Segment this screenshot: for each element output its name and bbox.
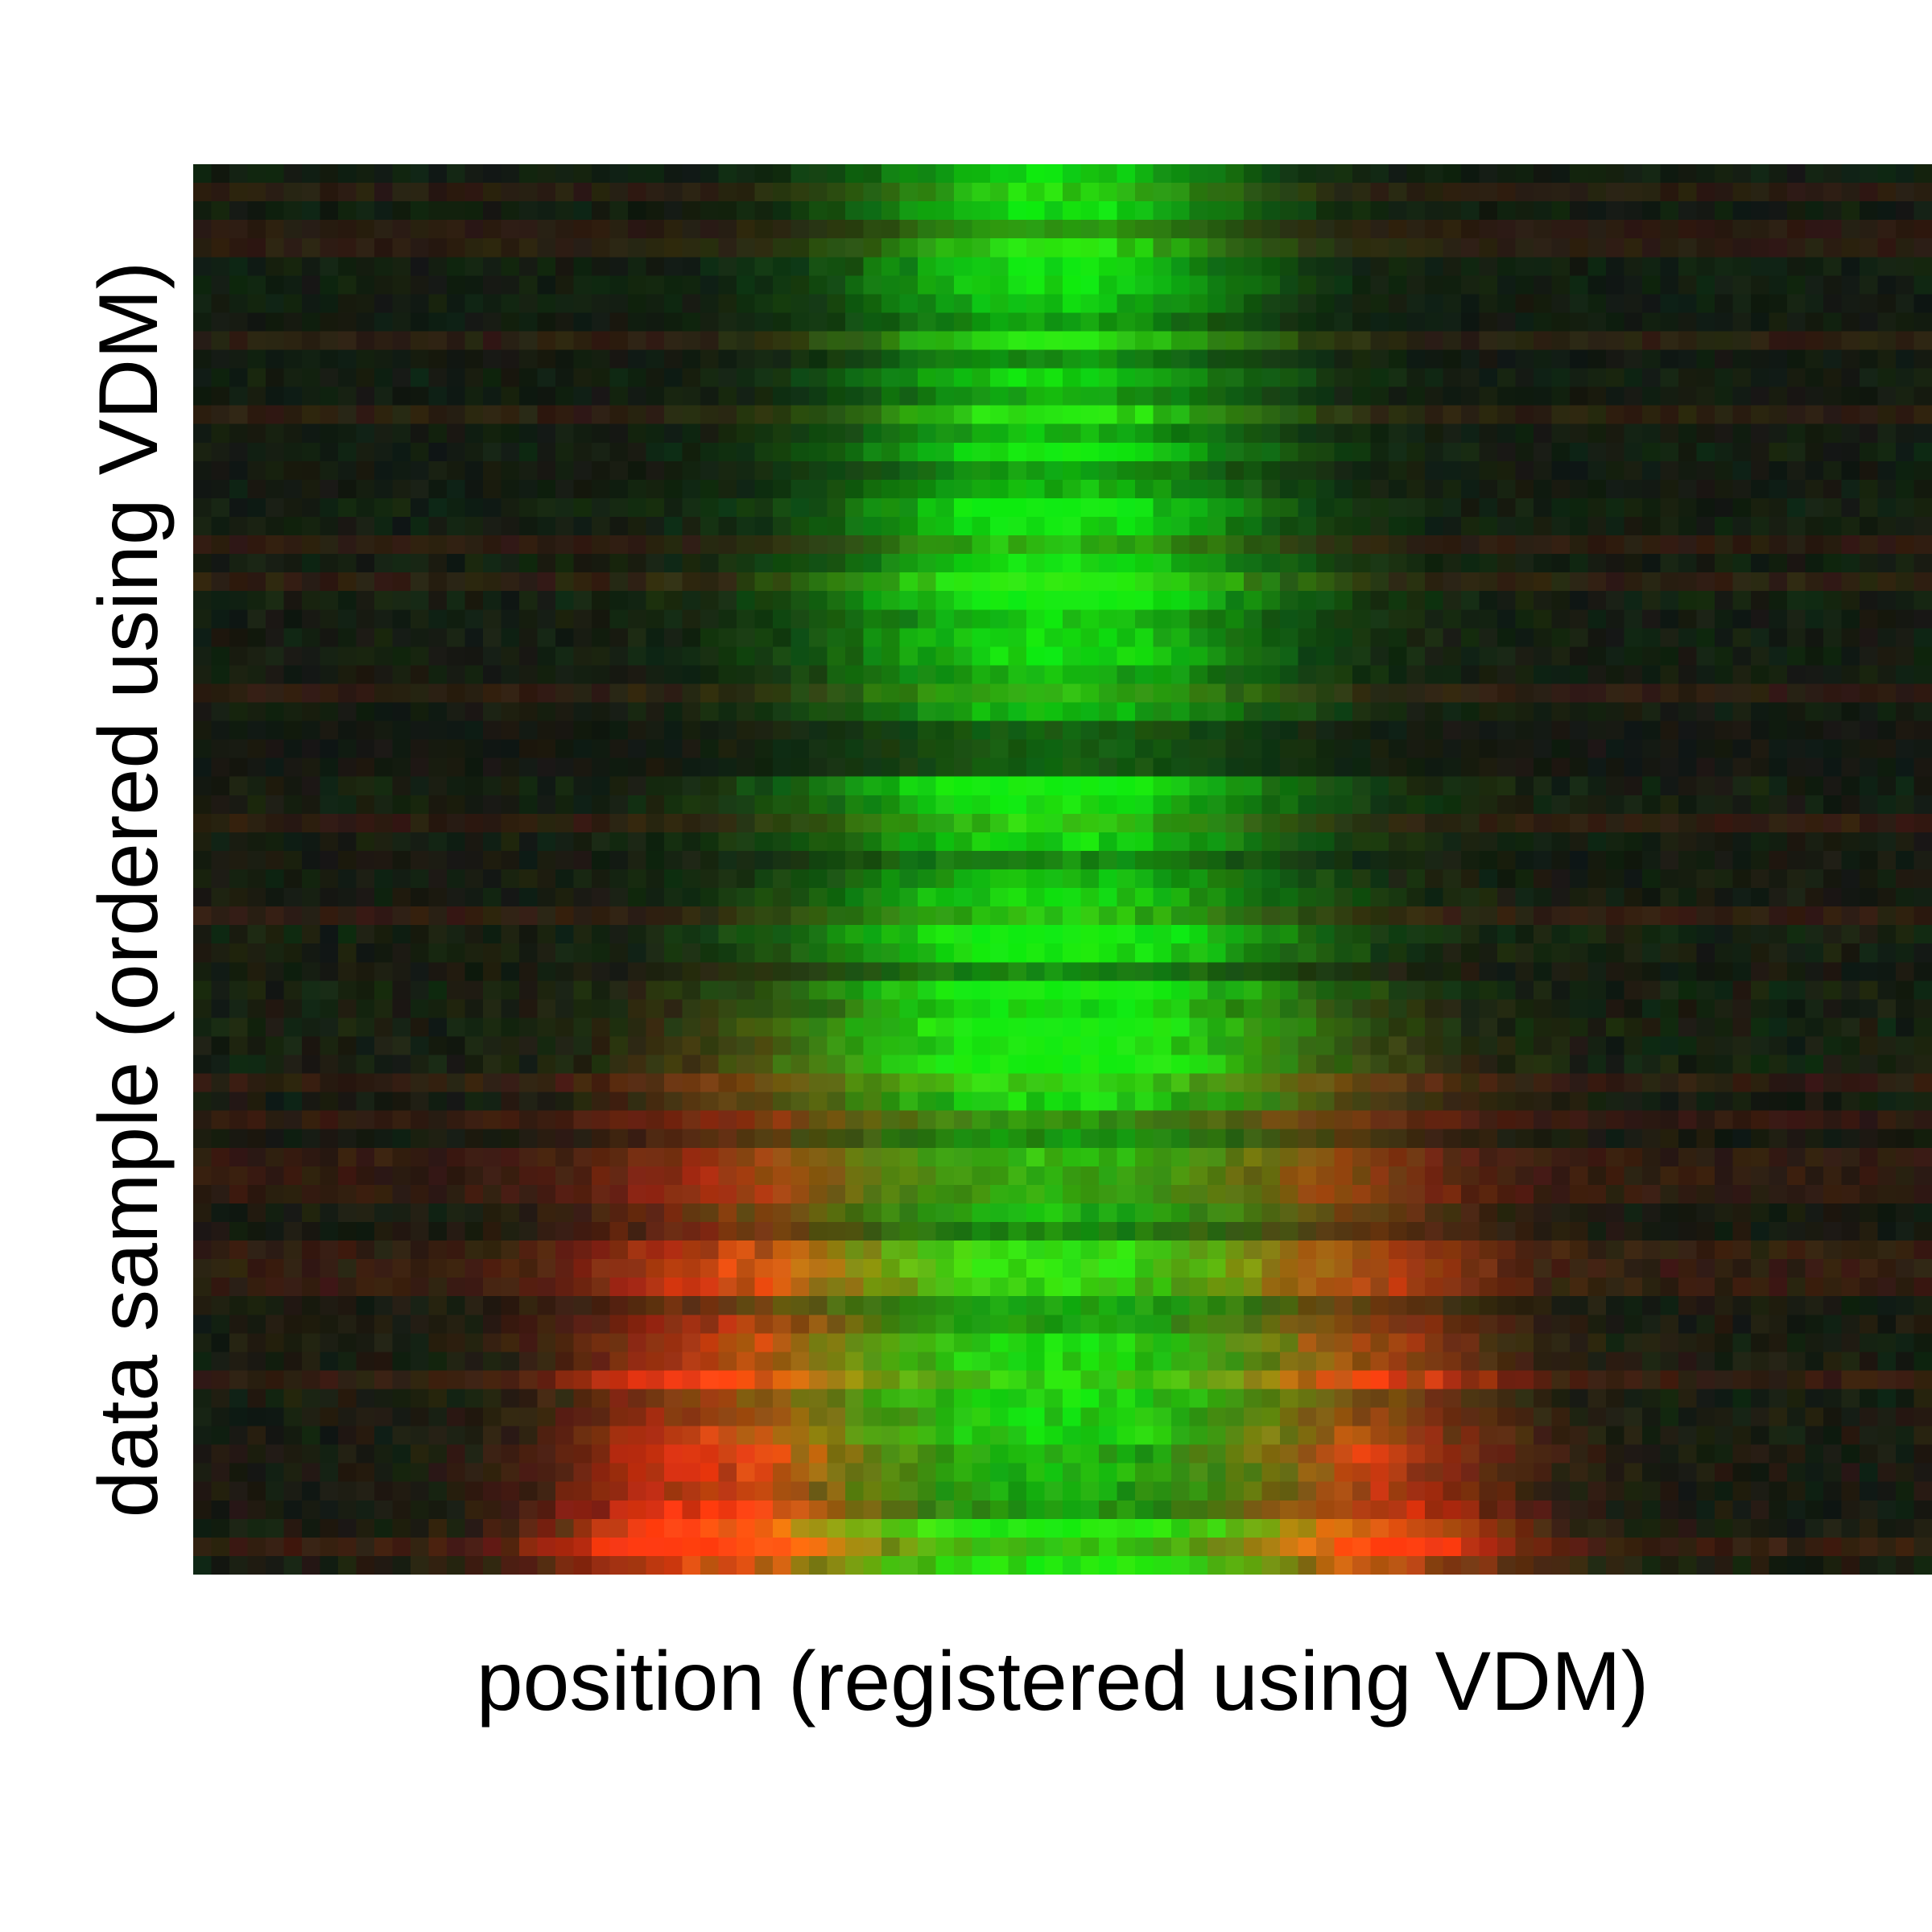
heatmap-plot (193, 164, 1932, 1575)
y-axis-label: data sample (ordered using VDM) (82, 261, 175, 1518)
x-axis-label: position (registered using VDM) (476, 1635, 1649, 1728)
